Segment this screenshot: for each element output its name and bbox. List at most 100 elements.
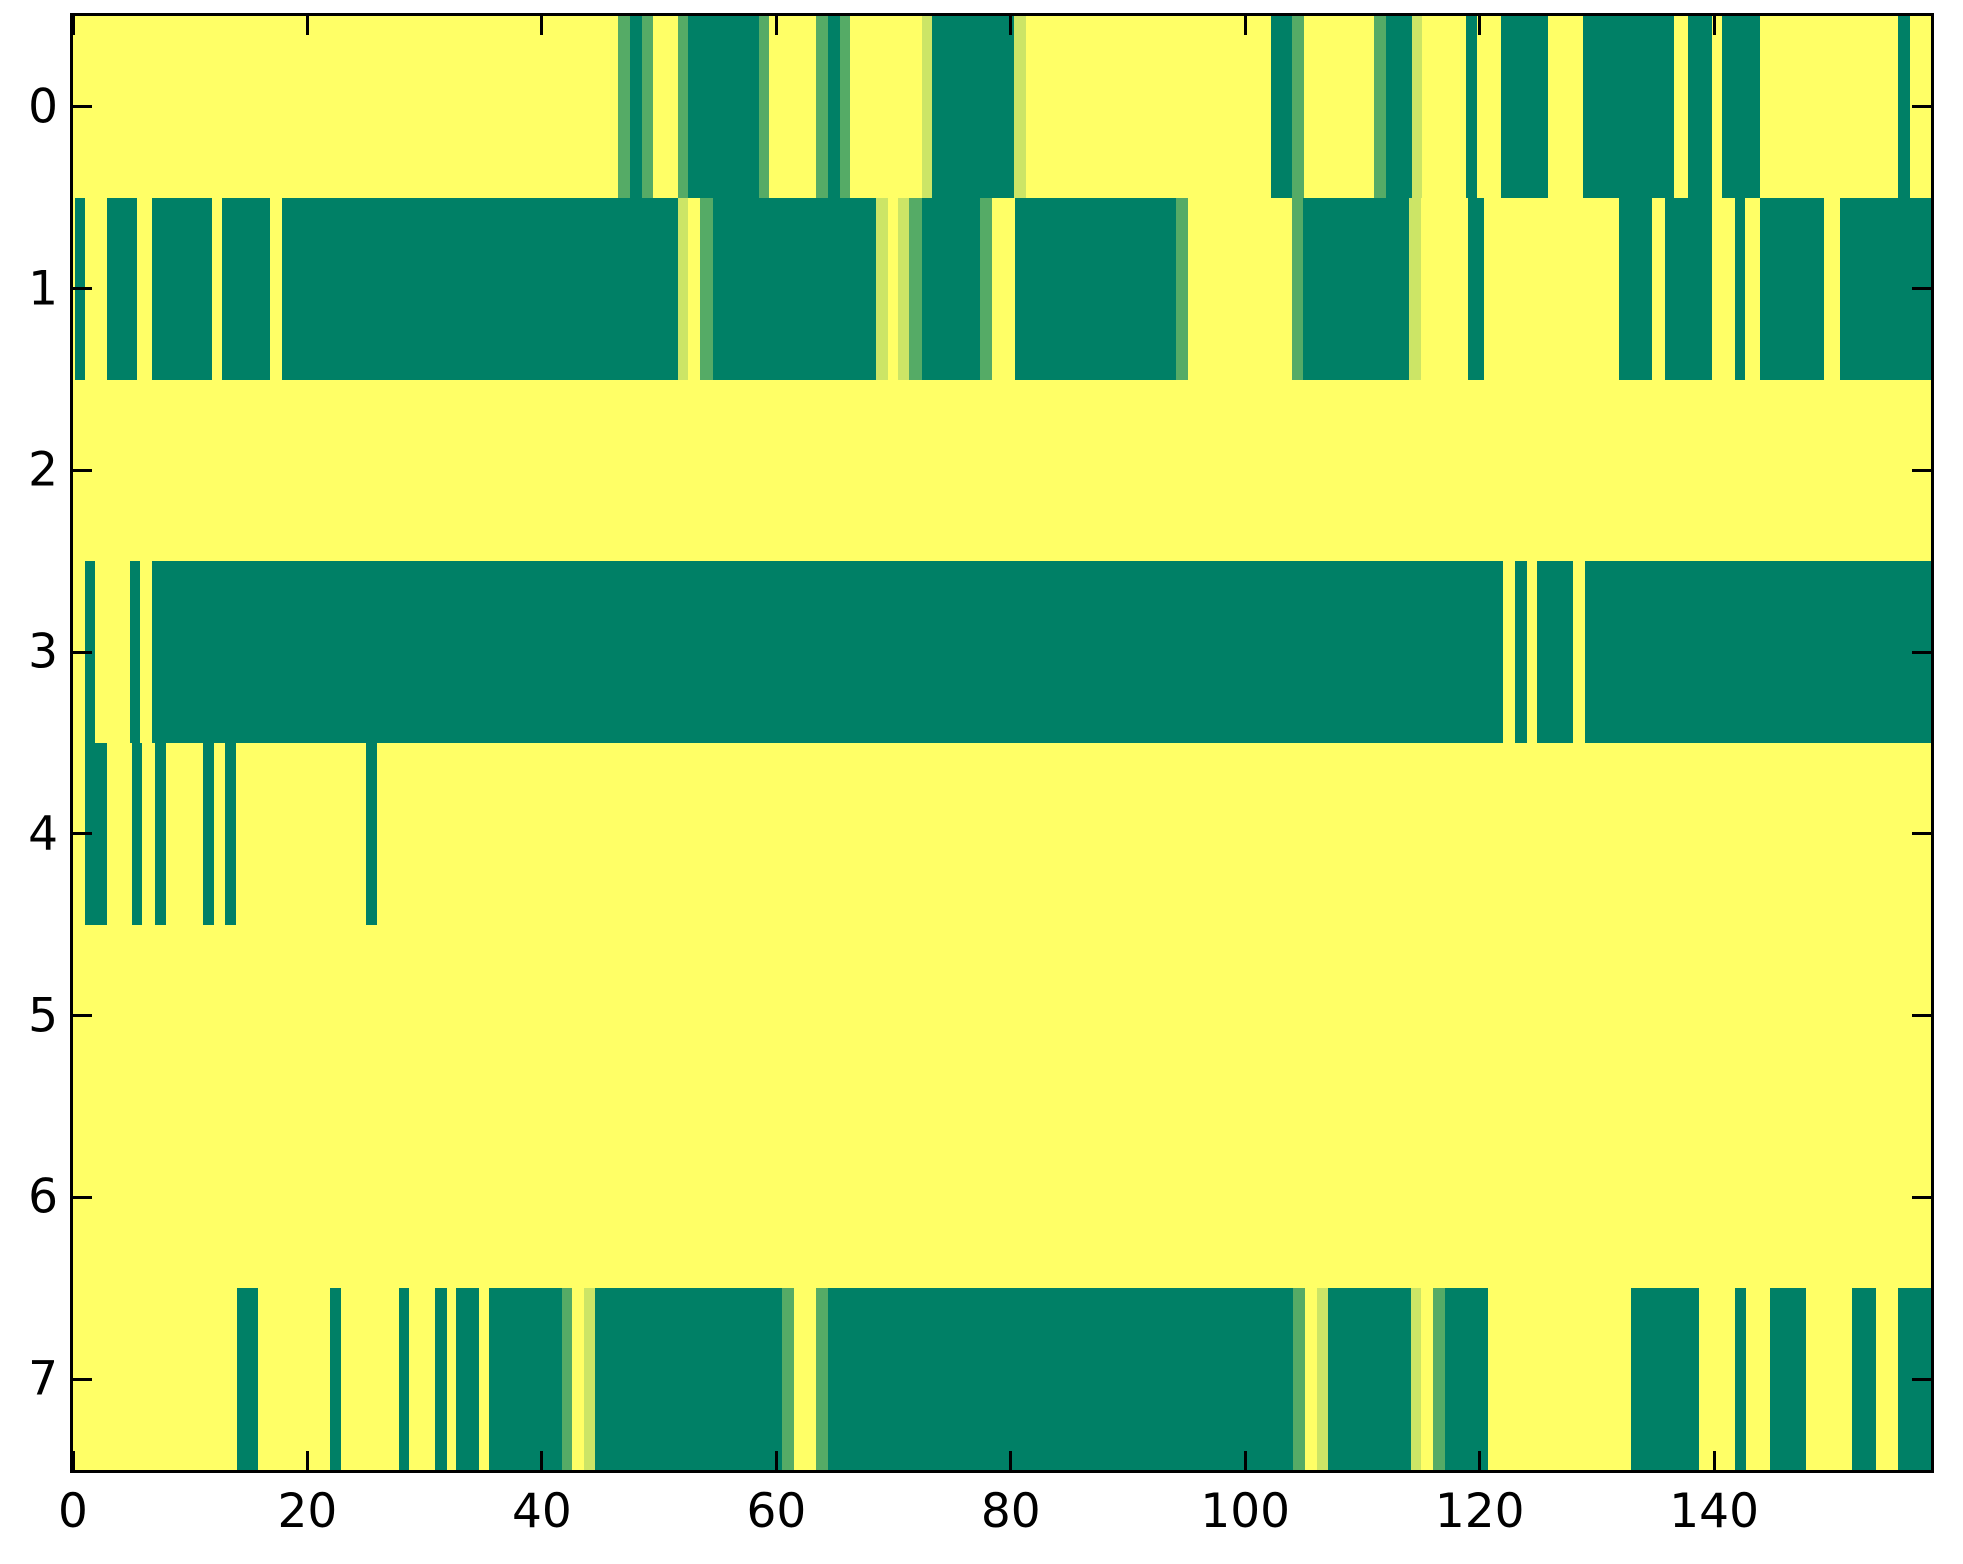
heatmap-segment [1770, 1288, 1806, 1470]
heatmap-row [73, 1288, 1931, 1470]
heatmap-segment [758, 16, 770, 198]
heatmap-segment [594, 1288, 783, 1470]
x-tick-label: 100 [1200, 1484, 1291, 1539]
heatmap-segment [131, 743, 143, 925]
heatmap-segment [816, 1288, 828, 1470]
heatmap-segment [489, 1288, 562, 1470]
heatmap-segment [1014, 16, 1027, 198]
y-tick-label: 4 [28, 806, 58, 862]
heatmap-segment [1432, 1288, 1445, 1470]
x-tick-label: 60 [746, 1484, 807, 1539]
heatmap-segment [1839, 197, 1931, 380]
heatmap-row [73, 380, 1931, 562]
heatmap-segment [816, 16, 828, 198]
x-tick-label: 80 [980, 1484, 1041, 1539]
plot-area [73, 16, 1931, 1470]
heatmap-segment [677, 197, 689, 380]
heatmap-segment [1328, 1288, 1411, 1470]
heatmap-segment [1759, 197, 1825, 380]
heatmap-segment [435, 1288, 447, 1470]
y-tick-label: 0 [28, 79, 58, 135]
heatmap-segment [398, 1288, 410, 1470]
heatmap-segment [641, 16, 654, 198]
y-tick-label: 1 [28, 261, 58, 317]
heatmap-segment [1385, 16, 1412, 198]
heatmap-segment [618, 16, 630, 198]
heatmap-segment [713, 197, 876, 380]
heatmap-segment [155, 743, 166, 925]
heatmap-segment [1735, 197, 1745, 380]
y-tick-label: 2 [28, 442, 58, 498]
heatmap-segment [921, 16, 933, 198]
heatmap-segment [980, 197, 993, 380]
y-tick-label: 3 [28, 624, 58, 680]
heatmap-segment [629, 16, 642, 198]
x-tick-label: 20 [277, 1484, 338, 1539]
heatmap-segment [898, 197, 909, 380]
heatmap-segment [366, 743, 377, 925]
heatmap-segment [1444, 1288, 1488, 1470]
heatmap-row [73, 16, 1931, 198]
y-tick-label: 7 [28, 1351, 58, 1407]
heatmap-segment [84, 561, 96, 743]
heatmap-segment [1293, 1288, 1306, 1470]
heatmap-segment [1898, 16, 1910, 198]
heatmap-segment [1465, 16, 1478, 198]
heatmap-row [73, 743, 1931, 925]
heatmap-segment [225, 743, 236, 925]
x-tick-label: 140 [1669, 1484, 1759, 1539]
heatmap-segment [1664, 197, 1712, 380]
heatmap-segment [1852, 1288, 1876, 1470]
heatmap-segment [827, 1288, 1294, 1470]
heatmap-segment [106, 197, 138, 380]
heatmap-segment [875, 197, 888, 380]
heatmap-segment [237, 1288, 259, 1470]
heatmap-segment [1582, 16, 1675, 198]
heatmap-segment [1410, 1288, 1422, 1470]
heatmap-segment [1374, 16, 1386, 198]
heatmap-segment [677, 16, 689, 198]
x-tick-label: 0 [58, 1484, 88, 1539]
heatmap-segment [1735, 1288, 1746, 1470]
heatmap-row [73, 561, 1931, 743]
heatmap-segment [688, 16, 759, 198]
heatmap-segment [1409, 197, 1422, 380]
heatmap-segment [1537, 561, 1574, 743]
heatmap-segment [75, 197, 85, 380]
heatmap-segment [1500, 16, 1548, 198]
heatmap-segment [329, 1288, 342, 1470]
heatmap-segment [1015, 197, 1177, 380]
heatmap-segment [456, 1288, 479, 1470]
heatmap-segment [221, 197, 270, 380]
heatmap-segment [908, 197, 922, 380]
heatmap-segment [1630, 1288, 1699, 1470]
heatmap-segment [1292, 197, 1303, 380]
heatmap-segment [584, 1288, 595, 1470]
heatmap-segment [1411, 16, 1423, 198]
heatmap-segment [932, 16, 1015, 198]
x-tick-label: 40 [511, 1484, 572, 1539]
heatmap-segment [1514, 561, 1527, 743]
heatmap-segment [1316, 1288, 1329, 1470]
heatmap-segment [1898, 1288, 1931, 1470]
heatmap-segment [203, 743, 214, 925]
heatmap-segment [700, 197, 714, 380]
heatmap-segment [151, 561, 1504, 743]
heatmap-row [73, 197, 1931, 380]
heatmap-row [73, 1107, 1931, 1289]
y-tick-label: 5 [28, 988, 58, 1044]
heatmap-segment [1292, 16, 1304, 198]
heatmap-segment [1619, 197, 1652, 380]
heatmap-segment [151, 197, 213, 380]
heatmap-segment [1585, 561, 1931, 743]
heatmap-segment [84, 743, 107, 925]
heatmap-segment [782, 1288, 794, 1470]
heatmap-segment [1302, 197, 1410, 380]
heatmap-row [73, 925, 1931, 1107]
x-tick-label: 120 [1434, 1484, 1525, 1539]
y-tick-label: 6 [28, 1169, 58, 1225]
heatmap-segment [1688, 16, 1712, 198]
heatmap-segment [1176, 197, 1188, 380]
heatmap-segment [839, 16, 851, 198]
